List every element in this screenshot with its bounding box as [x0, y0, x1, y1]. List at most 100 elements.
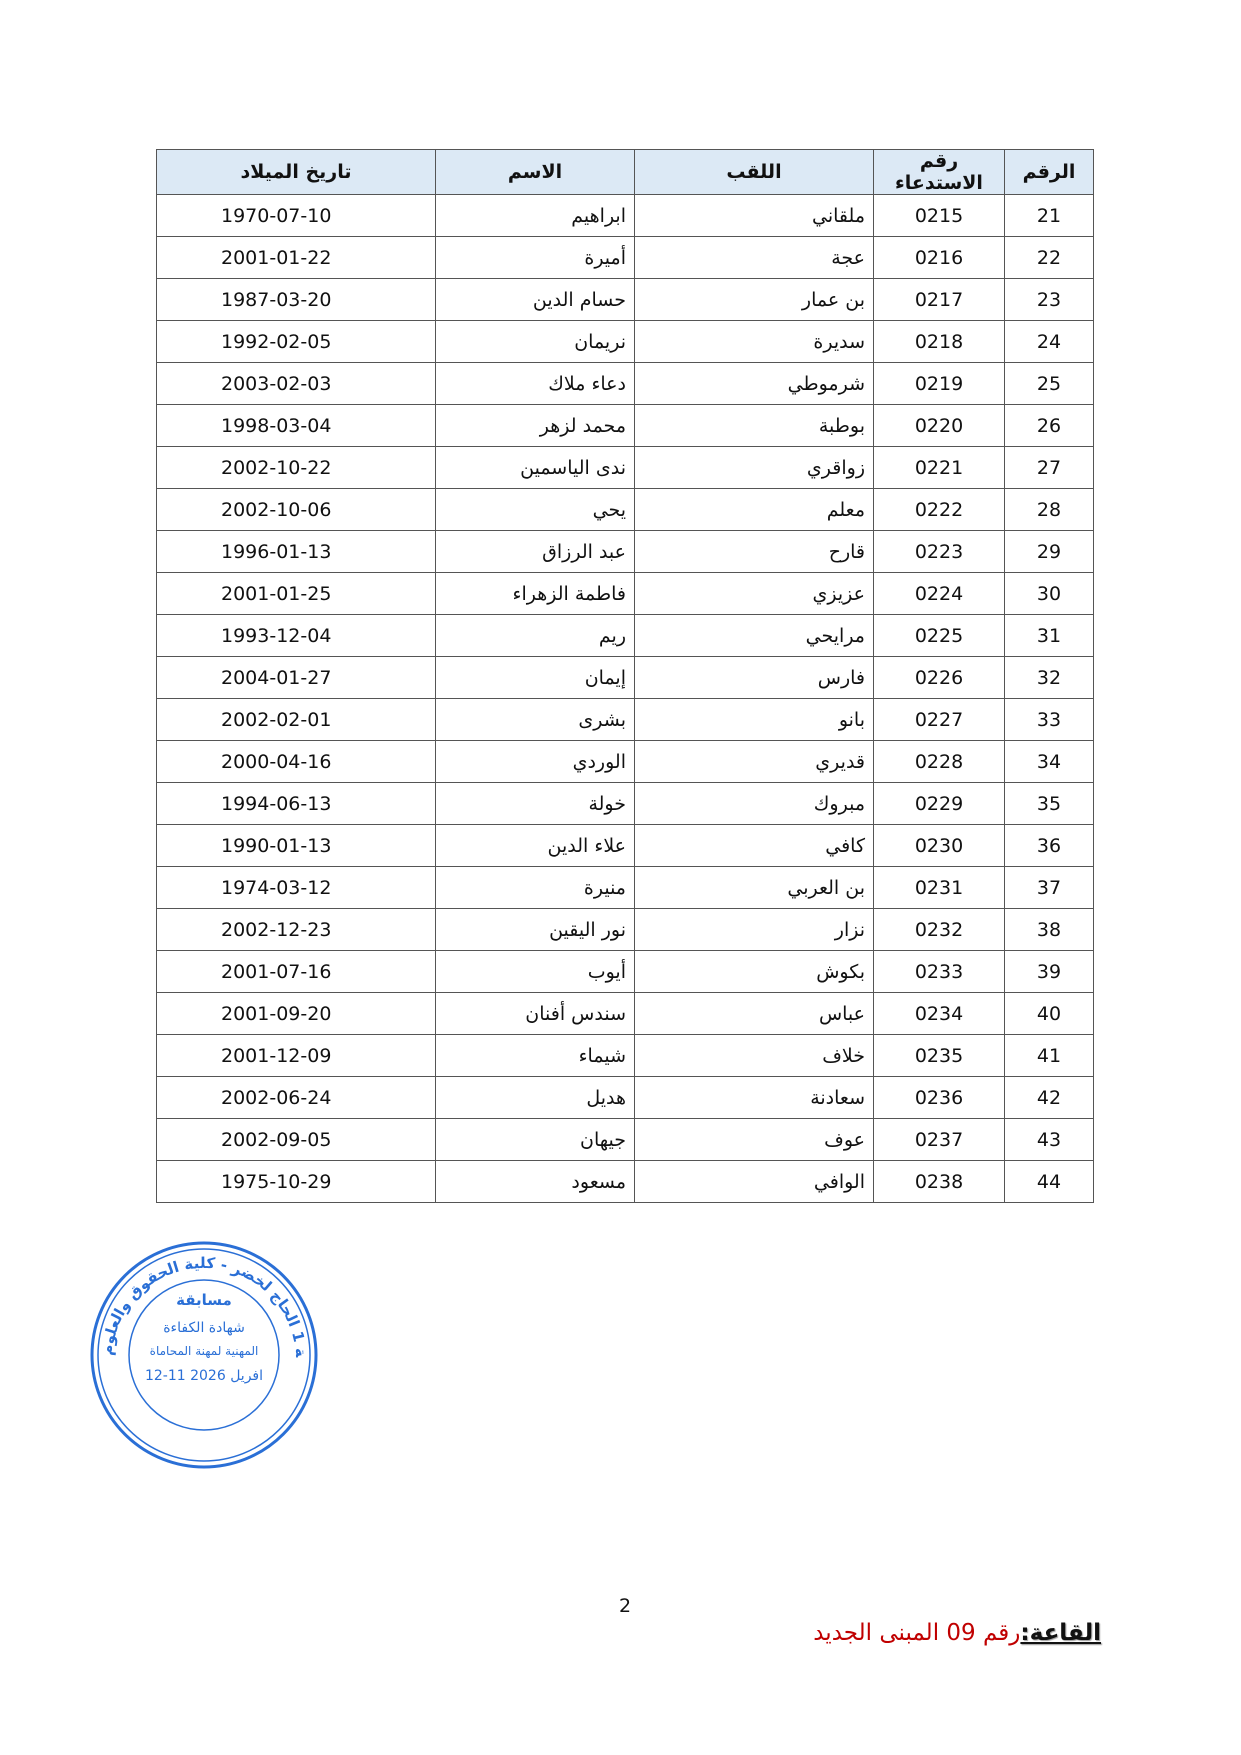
table-row: 43 0237 عوف جيهان 2002-09-05 [156, 1118, 1094, 1161]
cell-name: خولة [435, 782, 635, 825]
table-row: 31 0225 مرايحي ريم 1993-12-04 [156, 614, 1094, 657]
table-row: 35 0229 مبروك خولة 1994-06-13 [156, 782, 1094, 825]
cell-number: 25 [1004, 362, 1094, 405]
cell-summons-number: 0218 [873, 320, 1005, 363]
cell-birth-date: 1975-10-29 [156, 1160, 436, 1203]
cell-birth-date: 1970-07-10 [156, 194, 436, 237]
table-row: 23 0217 بن عمار حسام الدين 1987-03-20 [156, 278, 1094, 321]
cell-birth-date: 2001-12-09 [156, 1034, 436, 1077]
table-row: 28 0222 معلم يحي 2002-10-06 [156, 488, 1094, 531]
institution-stamp: جامعة باتنة 1 الحاج لخضر - كلية الحقوق و… [84, 1240, 318, 1469]
cell-birth-date: 1987-03-20 [156, 278, 436, 321]
cell-summons-number: 0226 [873, 656, 1005, 699]
cell-summons-number: 0232 [873, 908, 1005, 951]
cell-birth-date: 2002-09-05 [156, 1118, 436, 1161]
cell-summons-number: 0222 [873, 488, 1005, 531]
cell-number: 32 [1004, 656, 1094, 699]
cell-birth-date: 2002-10-22 [156, 446, 436, 489]
table-row: 33 0227 بانو بشرى 2002-02-01 [156, 698, 1094, 741]
cell-number: 38 [1004, 908, 1094, 951]
cell-summons-number: 0235 [873, 1034, 1005, 1077]
cell-birth-date: 2002-10-06 [156, 488, 436, 531]
cell-number: 35 [1004, 782, 1094, 825]
cell-birth-date: 2002-12-23 [156, 908, 436, 951]
cell-number: 40 [1004, 992, 1094, 1035]
stamp-line: 12-11 افريل 2026 [145, 1368, 263, 1384]
cell-name: جيهان [435, 1118, 635, 1161]
cell-name: ريم [435, 614, 635, 657]
cell-summons-number: 0215 [873, 194, 1005, 237]
cell-surname: بن العربي [634, 866, 874, 909]
cell-summons-number: 0228 [873, 740, 1005, 783]
cell-name: محمد لزهر [435, 404, 635, 447]
cell-summons-number: 0217 [873, 278, 1005, 321]
cell-summons-number: 0220 [873, 404, 1005, 447]
cell-name: عبد الرزاق [435, 530, 635, 573]
cell-birth-date: 2000-04-16 [156, 740, 436, 783]
cell-birth-date: 1994-06-13 [156, 782, 436, 825]
cell-summons-number: 0221 [873, 446, 1005, 489]
cell-name: أيوب [435, 950, 635, 993]
cell-name: سندس أفنان [435, 992, 635, 1035]
cell-name: نريمان [435, 320, 635, 363]
cell-number: 28 [1004, 488, 1094, 531]
cell-name: إيمان [435, 656, 635, 699]
cell-surname: الوافي [634, 1160, 874, 1203]
cell-summons-number: 0238 [873, 1160, 1005, 1203]
cell-number: 24 [1004, 320, 1094, 363]
cell-birth-date: 2003-02-03 [156, 362, 436, 405]
cell-number: 43 [1004, 1118, 1094, 1161]
cell-number: 21 [1004, 194, 1094, 237]
cell-summons-number: 0234 [873, 992, 1005, 1035]
cell-surname: مرايحي [634, 614, 874, 657]
cell-birth-date: 2001-01-25 [156, 572, 436, 615]
candidates-table: الرقم رقم الاستدعاء اللقب الاسم تاريخ ال… [156, 149, 1094, 1203]
cell-birth-date: 1996-01-13 [156, 530, 436, 573]
cell-number: 44 [1004, 1160, 1094, 1203]
svg-text:جامعة باتنة 1 الحاج لخضر - كلي: جامعة باتنة 1 الحاج لخضر - كلية الحقوق و… [84, 1240, 310, 1361]
table-row: 26 0220 بوطبة محمد لزهر 1998-03-04 [156, 404, 1094, 447]
stamp-line: شهادة الكفاءة [163, 1320, 245, 1336]
cell-birth-date: 2001-07-16 [156, 950, 436, 993]
cell-number: 27 [1004, 446, 1094, 489]
cell-number: 31 [1004, 614, 1094, 657]
table-row: 30 0224 عزيزي فاطمة الزهراء 2001-01-25 [156, 572, 1094, 615]
table-row: 36 0230 كافي علاء الدين 1990-01-13 [156, 824, 1094, 867]
cell-surname: بكوش [634, 950, 874, 993]
cell-birth-date: 2002-02-01 [156, 698, 436, 741]
cell-number: 36 [1004, 824, 1094, 867]
cell-surname: سديرة [634, 320, 874, 363]
cell-surname: سعادنة [634, 1076, 874, 1119]
cell-name: منيرة [435, 866, 635, 909]
cell-surname: نزار [634, 908, 874, 951]
table-row: 37 0231 بن العربي منيرة 1974-03-12 [156, 866, 1094, 909]
header-surname: اللقب [634, 149, 874, 195]
cell-birth-date: 1990-01-13 [156, 824, 436, 867]
stamp-line: المهنية لمهنة المحاماة [150, 1344, 259, 1358]
table-header-row: الرقم رقم الاستدعاء اللقب الاسم تاريخ ال… [156, 149, 1094, 195]
cell-name: يحي [435, 488, 635, 531]
page-number: 2 [619, 1595, 632, 1617]
cell-number: 22 [1004, 236, 1094, 279]
hall-info: القاعة:رقم 09 المبنى الجديد [813, 1620, 1101, 1646]
cell-birth-date: 1993-12-04 [156, 614, 436, 657]
cell-surname: شرموطي [634, 362, 874, 405]
header-number: الرقم [1004, 149, 1094, 195]
cell-birth-date: 2002-06-24 [156, 1076, 436, 1119]
header-birth-date: تاريخ الميلاد [156, 149, 436, 195]
cell-surname: بوطبة [634, 404, 874, 447]
cell-name: نور اليقين [435, 908, 635, 951]
header-name: الاسم [435, 149, 635, 195]
cell-name: هديل [435, 1076, 635, 1119]
cell-name: مسعود [435, 1160, 635, 1203]
cell-surname: بن عمار [634, 278, 874, 321]
cell-number: 23 [1004, 278, 1094, 321]
cell-summons-number: 0236 [873, 1076, 1005, 1119]
cell-summons-number: 0237 [873, 1118, 1005, 1161]
cell-surname: خلاف [634, 1034, 874, 1077]
table-row: 39 0233 بكوش أيوب 2001-07-16 [156, 950, 1094, 993]
table-row: 21 0215 ملقاني ابراهيم 1970-07-10 [156, 194, 1094, 237]
cell-surname: معلم [634, 488, 874, 531]
cell-birth-date: 1992-02-05 [156, 320, 436, 363]
cell-name: دعاء ملاك [435, 362, 635, 405]
